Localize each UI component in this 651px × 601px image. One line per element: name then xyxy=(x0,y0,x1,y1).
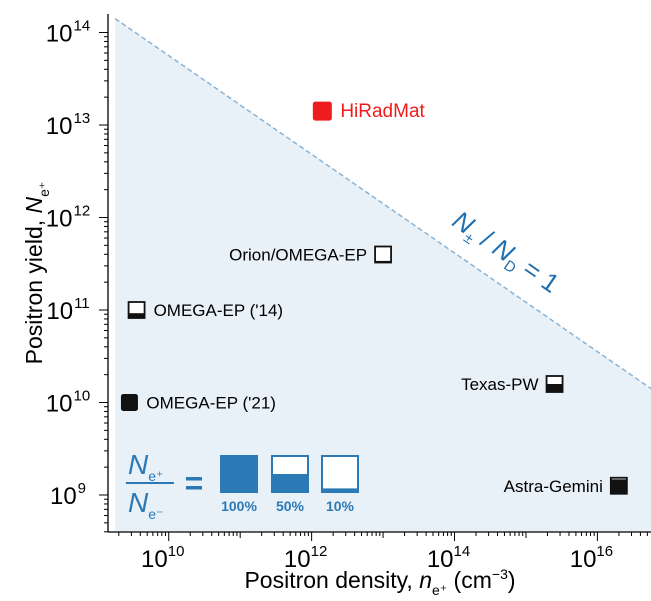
marker-fill xyxy=(312,101,332,121)
ratio-box-label: 50% xyxy=(276,498,305,514)
data-point: Astra-Gemini xyxy=(504,477,628,496)
marker-outline xyxy=(374,245,392,264)
region-shade xyxy=(115,18,651,532)
y-tick-label: 1011 xyxy=(46,295,89,325)
marker-fill xyxy=(546,384,563,392)
x-tick-label: 1012 xyxy=(284,543,327,573)
marker-fill xyxy=(610,479,627,494)
point-label: Orion/OMEGA-EP xyxy=(229,246,367,265)
point-label: Texas-PW xyxy=(461,375,538,394)
point-label: OMEGA-EP ('14) xyxy=(154,301,284,320)
x-tick-label: 1014 xyxy=(427,543,470,573)
data-point: OMEGA-EP ('21) xyxy=(120,394,276,413)
ratio-box-fill xyxy=(272,474,308,492)
x-tick-label: 1016 xyxy=(570,543,613,573)
ratio-equals: = xyxy=(185,465,204,501)
ratio-box-label: 100% xyxy=(221,498,257,514)
ratio-numerator: Ne⁺ xyxy=(128,449,163,484)
y-tick-label: 109 xyxy=(50,480,86,510)
data-point: Texas-PW xyxy=(461,375,564,394)
ratio-box-fill xyxy=(221,456,257,492)
x-tick-label: 1010 xyxy=(141,543,184,573)
data-point: HiRadMat xyxy=(312,101,426,122)
point-label: HiRadMat xyxy=(340,101,425,122)
marker-fill xyxy=(128,313,145,318)
ratio-box-fill xyxy=(322,488,358,492)
marker-fill xyxy=(120,394,138,411)
marker-fill xyxy=(375,260,392,263)
ratio-box xyxy=(321,455,359,493)
data-point: OMEGA-EP ('14) xyxy=(127,301,284,320)
y-tick-label: 1012 xyxy=(46,203,90,233)
ratio-box-label: 10% xyxy=(326,498,355,514)
y-tick-label: 1010 xyxy=(46,388,90,418)
point-label: Astra-Gemini xyxy=(504,477,603,496)
point-label: OMEGA-EP ('21) xyxy=(146,394,276,413)
y-axis-label: Positron yield, Ne⁺ xyxy=(21,182,52,365)
y-tick-label: 1013 xyxy=(46,110,90,140)
y-tick-label: 1014 xyxy=(46,18,90,48)
x-axis-label: Positron density, ne⁺ (cm−3) xyxy=(244,566,515,598)
boundary-line xyxy=(114,18,651,390)
data-point: Orion/OMEGA-EP xyxy=(229,245,392,265)
ratio-denominator: Ne⁻ xyxy=(128,487,163,522)
ratio-legend: Ne⁺Ne⁻ = 100% 50% 10% xyxy=(126,449,359,522)
